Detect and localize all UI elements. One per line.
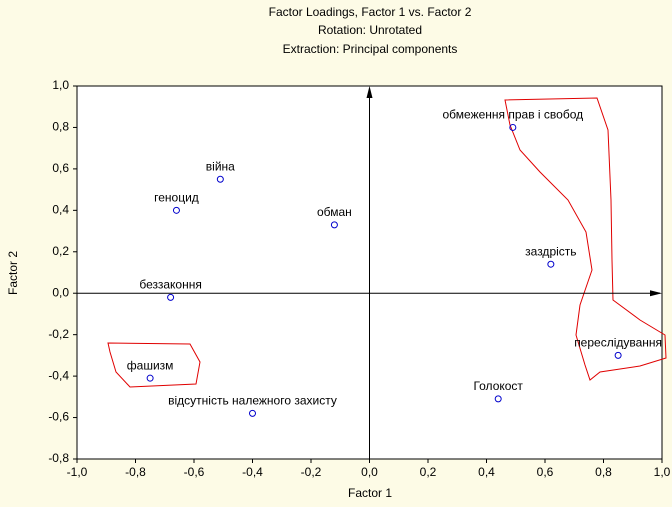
chart-subtitle: Extraction: Principal components	[283, 42, 458, 56]
point	[547, 260, 555, 268]
point	[330, 221, 338, 229]
cluster-outline	[107, 342, 201, 388]
y-tick-label: -0,2	[48, 327, 69, 341]
y-tick-label: 0,2	[52, 244, 69, 258]
point-label: беззаконня	[139, 278, 202, 292]
x-tick-label: -0,6	[184, 465, 205, 479]
point	[167, 293, 175, 301]
cluster-outline	[504, 97, 667, 381]
x-tick-label: 0,6	[537, 465, 554, 479]
point	[614, 351, 622, 359]
x-tick-label: -0,4	[242, 465, 263, 479]
point	[172, 206, 180, 214]
x-axis-label: Factor 1	[348, 486, 392, 500]
y-tick-label: -0,8	[48, 451, 69, 465]
x-tick-label: -0,8	[125, 465, 146, 479]
y-axis-label: Factor 2	[6, 251, 20, 295]
point	[494, 395, 502, 403]
point-label: заздрість	[525, 244, 576, 258]
x-tick-label: 1,0	[654, 465, 671, 479]
point-label: геноцид	[154, 191, 199, 205]
y-tick-label: -0,4	[48, 368, 69, 382]
x-tick-label: 0,2	[420, 465, 437, 479]
point	[216, 175, 224, 183]
point	[249, 409, 256, 417]
chart-subtitle: Rotation: Unrotated	[318, 23, 422, 37]
point-label: фашизм	[127, 358, 174, 372]
y-tick-label: 1,0	[52, 78, 69, 92]
point-label: відсутність належного захисту	[168, 394, 337, 408]
y-tick-label: 0,0	[52, 285, 69, 299]
point-label: обмеження прав і свобод	[443, 108, 584, 122]
point-label: переслідування	[574, 336, 662, 350]
arrow	[650, 290, 662, 297]
y-tick-label: -0,6	[48, 410, 69, 424]
x-tick-label: -0,2	[301, 465, 322, 479]
y-tick-label: 0,8	[52, 120, 69, 134]
point-label: обман	[317, 205, 352, 219]
x-tick-label: 0,8	[595, 465, 612, 479]
chart-title: Factor Loadings, Factor 1 vs. Factor 2	[269, 5, 472, 19]
point-label: війна	[206, 159, 235, 173]
y-tick-label: 0,4	[52, 203, 69, 217]
arrow	[366, 86, 373, 98]
x-tick-label: 0,0	[361, 465, 378, 479]
point	[146, 374, 154, 382]
point	[509, 123, 517, 131]
point-label: Голокост	[473, 379, 523, 393]
y-tick-label: 0,6	[52, 161, 69, 175]
x-tick-label: -1,0	[67, 465, 88, 479]
x-tick-label: 0,4	[478, 465, 495, 479]
